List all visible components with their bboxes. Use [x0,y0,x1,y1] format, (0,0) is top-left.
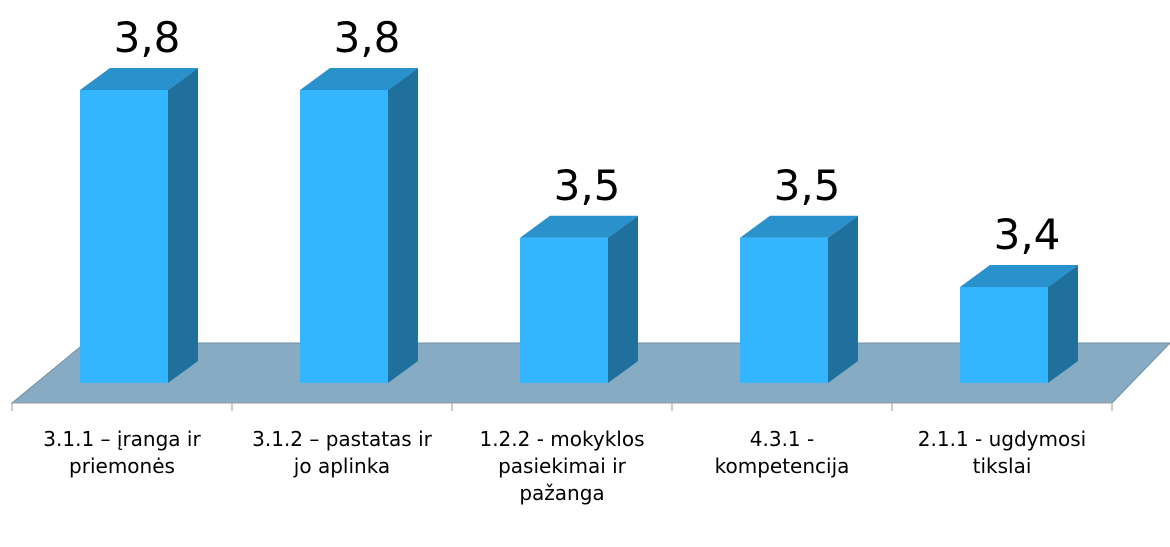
bar-front [80,90,168,383]
bar [80,68,198,383]
category-label: 1.2.2 - mokyklos pasiekimai ir pažanga [479,427,645,505]
bar [960,265,1078,383]
bar-top [520,215,638,238]
bar [740,215,858,383]
category-label: 4.3.1 - kompetencija [714,427,850,478]
bar-top [960,265,1078,287]
bar-side [168,68,198,383]
value-label: 3,4 [994,210,1061,259]
bar-side [608,215,638,383]
category-label: 3.1.1 – įranga ir priemonės [43,427,201,478]
bar-front [960,287,1048,383]
bar-front [740,237,828,383]
bar-side [1048,265,1078,383]
bar-top [80,68,198,90]
value-label: 3,5 [774,161,841,210]
bar-side [388,68,418,383]
value-label: 3,5 [554,161,621,210]
bar [300,68,418,383]
value-label: 3,8 [114,13,181,62]
bar-top [300,68,418,90]
category-label: 2.1.1 - ugdymosi tikslai [917,427,1087,478]
bar [520,215,638,383]
category-label: 3.1.2 – pastatas ir jo aplinka [252,427,432,478]
value-label: 3,8 [334,13,401,62]
bar-front [520,237,608,383]
bar-front [300,90,388,383]
bar-side [828,215,858,383]
bar-top [740,215,858,238]
